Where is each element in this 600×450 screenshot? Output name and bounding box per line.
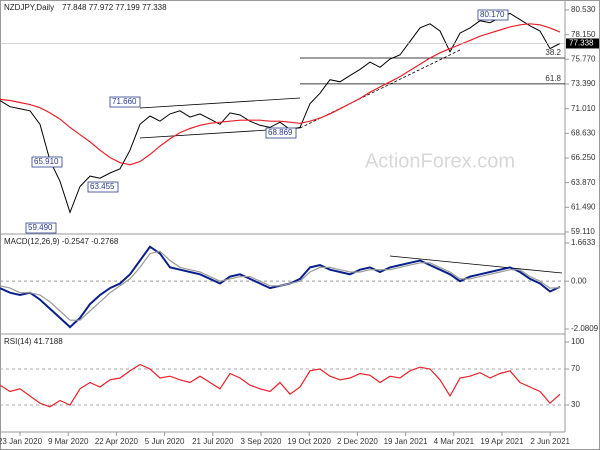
x-tick-label: 19 Jan 2021: [384, 437, 429, 446]
x-tick-label: 3 Sep 2020: [241, 437, 282, 446]
price-label-box: [31, 156, 63, 168]
y-tick-label: 78.150: [571, 30, 596, 39]
price-label: 65.910: [34, 157, 59, 166]
x-tick-label: 2 Jun 2021: [530, 437, 570, 446]
y-tick-label: 30: [571, 400, 580, 409]
trend-line: [389, 255, 563, 274]
y-tick-label: 68.630: [571, 128, 596, 137]
chart-title: NZDJPY,Daily: [4, 3, 54, 12]
y-tick-label: 75.770: [571, 54, 596, 63]
y-tick-label: 70: [571, 364, 580, 373]
series-line: [0, 250, 561, 321]
x-tick-label: 19 Apr 2021: [480, 437, 524, 446]
y-tick-label: -2.0809: [571, 324, 599, 333]
y-tick-label: 1.6633: [571, 238, 596, 247]
fib-label: 61.8: [545, 74, 561, 83]
y-tick-label: 73.390: [571, 79, 596, 88]
y-tick-label: 61.490: [571, 202, 596, 211]
x-tick-label: 23 Jan 2020: [0, 437, 43, 446]
x-tick-label: 5 Jun 2020: [145, 437, 185, 446]
ohlc: 77.848 77.972 77.199 77.338: [62, 3, 167, 12]
price-label-box: [25, 222, 57, 234]
y-tick-label: 59.110: [571, 227, 595, 236]
price-label-box: [109, 96, 141, 108]
price-label-box: [477, 9, 509, 21]
x-tick-label: 22 Apr 2020: [95, 437, 139, 446]
y-tick-label: 66.250: [571, 153, 596, 162]
series-line: [0, 23, 561, 166]
price-label: 59.490: [28, 223, 53, 232]
price-label: 80.170: [480, 10, 505, 19]
x-tick-label: 4 Mar 2021: [434, 437, 475, 446]
x-tick-label: 2 Dec 2020: [337, 437, 378, 446]
y-tick-label: 80.530: [571, 5, 596, 14]
price-label: 63.455: [90, 182, 115, 191]
y-tick-label: 63.870: [571, 178, 596, 187]
watermark: ActionForex.com: [365, 150, 515, 172]
y-tick-label: 0.00: [571, 276, 587, 285]
price-label-box: [87, 181, 119, 193]
price-label-box: [265, 127, 297, 139]
x-tick-label: 21 Jul 2020: [192, 437, 234, 446]
macd-title: MACD(12,26,9) -0.2547 -0.2768: [4, 237, 119, 246]
y-tick-label: 100: [571, 337, 585, 346]
last-price: 77.338: [569, 39, 594, 48]
price-label: 71.660: [112, 97, 137, 106]
channel-line: [139, 97, 301, 109]
fib-label: 38.2: [545, 48, 561, 57]
series-line: [0, 363, 561, 408]
rsi-title: RSI(14) 41.7188: [4, 337, 63, 346]
y-tick-label: 71.010: [571, 104, 596, 113]
series-line: [0, 12, 561, 214]
last-price-box: [566, 38, 599, 49]
price-label: 68.869: [268, 128, 293, 137]
x-tick-label: 9 Mar 2020: [48, 437, 89, 446]
x-tick-label: 19 Oct 2020: [287, 437, 331, 446]
